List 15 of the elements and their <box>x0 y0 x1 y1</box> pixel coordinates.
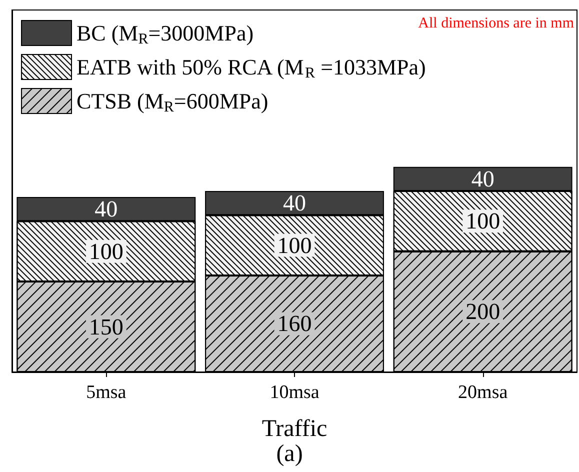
data-label: 160 <box>277 311 312 336</box>
data-label: 200 <box>466 299 500 324</box>
x-axis-title: Traffic <box>262 416 328 442</box>
data-label: 40 <box>283 190 306 216</box>
x-tick-label: 5msa <box>86 382 127 403</box>
annotation: All dimensions are in mm <box>418 16 574 32</box>
data-label: 100 <box>466 208 500 234</box>
data-label: 150 <box>88 314 124 340</box>
text: (a) <box>276 441 303 467</box>
data-label: 100 <box>88 238 124 264</box>
data-label: 40 <box>94 196 118 222</box>
x-tick-label: 10msa <box>270 382 320 403</box>
data-label: 100 <box>277 232 312 258</box>
x-tick-label: 20msa <box>458 382 508 403</box>
data-label: 40 <box>471 166 494 192</box>
